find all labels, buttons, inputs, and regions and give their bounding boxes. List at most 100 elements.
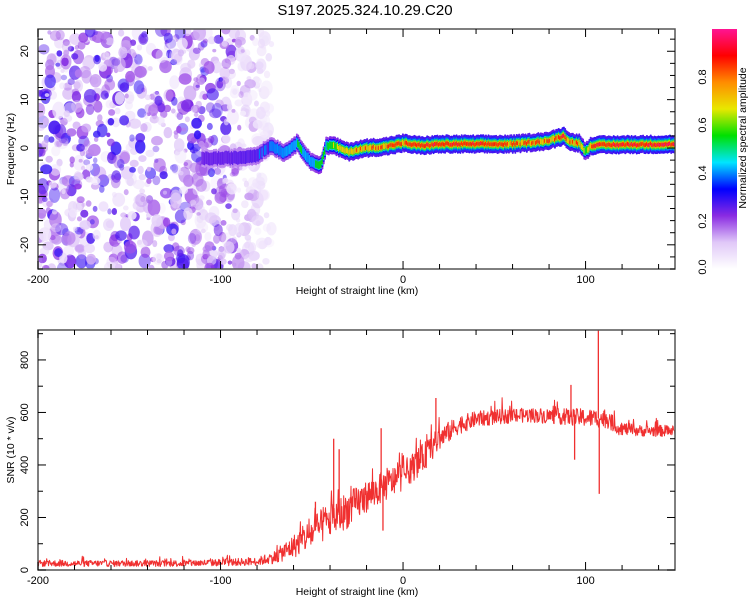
spectrogram-noise-blob — [176, 254, 190, 269]
spectrogram-noise-blob — [219, 258, 227, 265]
spectrogram-noise-blob — [61, 175, 75, 187]
spectrogram-noise-blob — [201, 180, 211, 192]
spectrogram-noise-blob — [128, 118, 142, 129]
spectrogram-noise-blob — [256, 189, 269, 201]
spectrogram-noise-blob — [251, 214, 264, 226]
spectrogram-noise-blob — [235, 217, 241, 223]
spectrogram-noise-blob — [122, 205, 129, 211]
y-tick-label: 0 — [19, 567, 31, 573]
spectrogram-noise-blob — [251, 263, 257, 269]
spectrogram-noise-blob — [106, 138, 115, 147]
spectrogram-noise-blob — [152, 253, 165, 265]
spectrogram-noise-blob — [106, 74, 114, 83]
spectrogram-noise-blob — [38, 261, 43, 269]
spectrogram-noise-blob — [47, 30, 52, 35]
x-tick-label: 100 — [576, 575, 594, 587]
spectrogram-noise-blob — [226, 109, 239, 125]
spectrogram-noise-blob — [206, 122, 213, 130]
spectrogram-noise-blob — [227, 260, 233, 265]
spectrogram-noise-blob — [114, 172, 122, 181]
spectrogram-noise-blob — [129, 134, 135, 142]
spectrogram-noise-blob — [56, 262, 69, 269]
spectrogram-noise-blob — [42, 196, 48, 203]
spectrogram-noise-blob — [174, 147, 187, 164]
snr-x-axis-label: Height of straight line (km) — [296, 586, 419, 598]
spectrogram-noise-blob — [263, 103, 275, 114]
spectrogram-noise-blob — [231, 167, 239, 177]
spectrogram-noise-blob — [44, 93, 50, 98]
spectrogram-noise-blob — [102, 51, 110, 59]
spectrogram-marks — [38, 29, 675, 269]
colorbar-tick-label: 0.4 — [697, 165, 709, 180]
spectrogram-noise-blob — [148, 104, 159, 117]
spectrogram-noise-blob — [68, 208, 78, 218]
spectrogram-noise-blob — [218, 77, 223, 82]
spectrogram-noise-blob — [98, 63, 108, 72]
spectrogram-noise-blob — [191, 143, 201, 152]
spectrogram-noise-blob — [204, 262, 215, 269]
spectrogram-noise-blob — [219, 76, 230, 85]
spectrogram-noise-blob — [167, 233, 175, 242]
spectrogram-noise-blob — [204, 231, 212, 242]
spectrogram-noise-blob — [200, 228, 206, 234]
spectrogram-noise-blob — [71, 100, 83, 113]
spectrogram-x-axis-label: Height of straight line (km) — [296, 285, 419, 297]
spectrogram-noise-blob — [206, 199, 213, 206]
spectrogram-noise-blob — [137, 165, 144, 175]
spectrogram-noise-blob — [134, 54, 143, 65]
spectrogram-noise-blob — [230, 84, 240, 95]
spectrogram-noise-blob — [193, 130, 202, 140]
spectrogram-noise-blob — [113, 57, 126, 72]
spectrogram-noise-blob — [223, 69, 236, 80]
spectrogram-noise-blob — [103, 218, 114, 231]
spectrogram-noise-blob — [63, 245, 75, 257]
spectrogram-noise-blob — [228, 29, 240, 39]
spectrogram-noise-blob — [237, 124, 242, 131]
spectrogram-noise-blob — [159, 60, 172, 74]
spectrogram-noise-blob — [241, 143, 247, 148]
spectrogram-noise-blob — [147, 66, 153, 71]
spectrogram-noise-blob — [93, 137, 99, 142]
spectrogram-noise-blob — [242, 49, 251, 57]
spectrogram-noise-blob — [223, 76, 233, 89]
spectrogram-noise-blob — [80, 165, 86, 171]
spectrogram-noise-blob — [63, 49, 70, 57]
spectrogram-noise-blob — [92, 205, 98, 212]
y-tick-label: 0 — [19, 145, 31, 151]
spectrogram-noise-blob — [89, 73, 102, 88]
spectrogram-noise-blob — [255, 61, 264, 70]
spectrogram-noise-blob — [245, 222, 252, 232]
spectrogram-noise-blob — [244, 241, 250, 249]
spectrogram-y-axis-label: Frequency (Hz) — [5, 113, 17, 185]
spectrogram-noise-blob — [111, 117, 121, 128]
spectrogram-noise-blob — [138, 33, 149, 45]
spectrogram-noise-blob — [177, 49, 185, 57]
spectrogram-noise-blob — [118, 29, 125, 37]
spectrogram-noise-blob — [250, 202, 261, 217]
spectrogram-noise-blob — [50, 223, 62, 233]
spectrogram-noise-blob — [178, 73, 192, 85]
spectrogram-noise-blob — [262, 223, 272, 232]
spectrogram-noise-blob — [55, 62, 61, 67]
spectrogram-noise-blob — [191, 172, 204, 187]
spectrogram-noise-blob — [72, 121, 81, 130]
spectrogram-noise-blob — [125, 143, 132, 152]
spectrogram-noise-blob — [71, 91, 82, 103]
spectrogram-noise-blob — [48, 136, 55, 143]
spectrogram-noise-blob — [257, 38, 266, 49]
spectrogram-noise-blob — [71, 179, 83, 190]
spectrogram-noise-blob — [106, 256, 117, 269]
spectrogram-noise-blob — [139, 188, 146, 194]
spectrogram-noise-blob — [49, 211, 62, 229]
spectrogram-noise-blob — [190, 199, 197, 206]
spectrogram-noise-blob — [108, 109, 116, 116]
spectrogram-noise-blob — [198, 195, 205, 201]
spectrogram-noise-blob — [163, 251, 175, 262]
spectrogram-noise-blob — [124, 101, 133, 110]
spectrogram-noise-blob — [67, 78, 75, 86]
spectrogram-noise-blob — [232, 89, 238, 95]
spectrogram-noise-blob — [183, 207, 193, 220]
spectrogram-noise-blob — [162, 190, 168, 195]
spectrogram-noise-blob — [237, 46, 245, 55]
spectrogram-noise-blob — [93, 100, 103, 113]
